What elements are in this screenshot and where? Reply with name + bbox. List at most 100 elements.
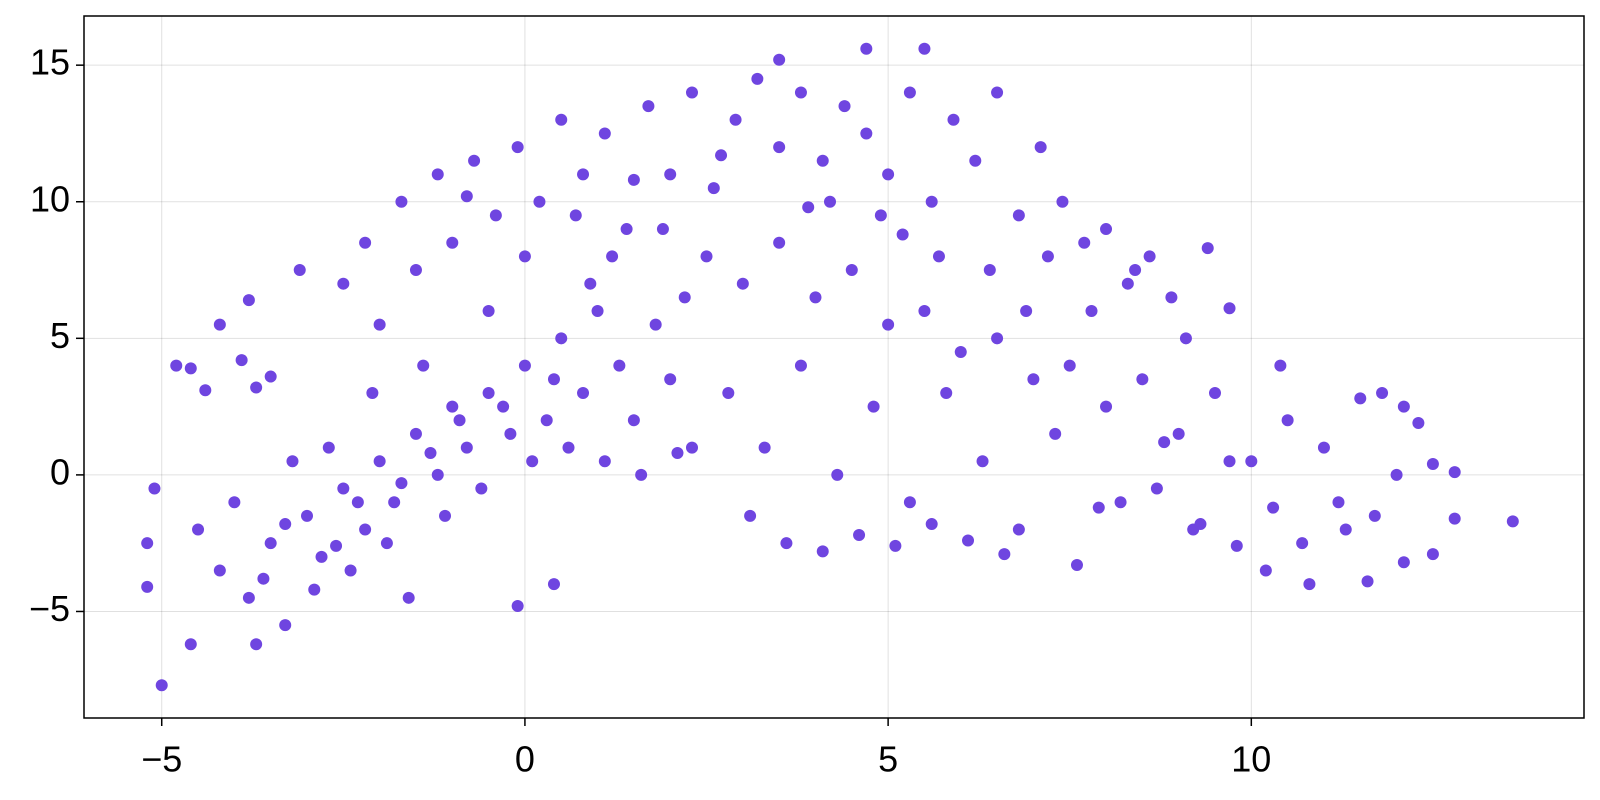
point [213,318,226,331]
point [620,223,633,236]
point [991,332,1004,345]
point [780,537,793,550]
point [402,591,415,604]
point [1049,427,1062,440]
point [1092,501,1105,514]
point [1165,291,1178,304]
point [395,195,408,208]
point [613,359,626,372]
point [388,496,401,509]
point [794,86,807,99]
point [301,509,314,522]
point [773,236,786,249]
y-tick-label: 5 [50,315,70,356]
point [824,195,837,208]
point [504,427,517,440]
point [932,250,945,263]
point [155,679,168,692]
point [656,223,669,236]
point [1027,373,1040,386]
point [359,523,372,536]
point [1317,441,1330,454]
point [315,550,328,563]
point [1201,242,1214,255]
point [954,345,967,358]
point [446,236,459,249]
point [1158,436,1171,449]
point [228,496,241,509]
point [540,414,553,427]
point [751,72,764,85]
point [380,537,393,550]
point [758,441,771,454]
point [838,100,851,113]
point [1267,501,1280,514]
point [170,359,183,372]
point [940,386,953,399]
point [1448,466,1461,479]
point [286,455,299,468]
point [148,482,161,495]
point [1361,575,1374,588]
point [925,195,938,208]
point [1143,250,1156,263]
point [627,414,640,427]
point [417,359,430,372]
point [475,482,488,495]
point [257,572,270,585]
point [569,209,582,222]
point [518,250,531,263]
point [671,447,684,460]
point [264,537,277,550]
point [1223,455,1236,468]
point [1020,305,1033,318]
point [431,468,444,481]
point [395,477,408,490]
point [1354,392,1367,405]
point [773,53,786,66]
point [773,141,786,154]
point [366,386,379,399]
point [308,583,321,596]
point [598,127,611,140]
point [722,386,735,399]
point [627,173,640,186]
point [192,523,205,536]
point [802,201,815,214]
x-tick-label: 10 [1231,739,1271,780]
x-tick-label: −5 [141,739,182,780]
point [1296,537,1309,550]
point [1390,468,1403,481]
point [424,447,437,460]
point [1172,427,1185,440]
point [409,264,422,277]
point [547,578,560,591]
point [831,468,844,481]
point [460,190,473,203]
point [337,277,350,290]
point [1100,400,1113,413]
point [439,509,452,522]
point [882,168,895,181]
point [1448,512,1461,525]
point [497,400,510,413]
point [250,638,263,651]
point [1376,386,1389,399]
point [242,591,255,604]
point [213,564,226,577]
point [235,354,248,367]
point [809,291,822,304]
point [1078,236,1091,249]
point [1056,195,1069,208]
point [293,264,306,277]
point [1397,400,1410,413]
point [816,154,829,167]
point [1339,523,1352,536]
point [1426,457,1439,470]
point [1012,209,1025,222]
point [141,537,154,550]
point [889,539,902,552]
point [707,182,720,195]
